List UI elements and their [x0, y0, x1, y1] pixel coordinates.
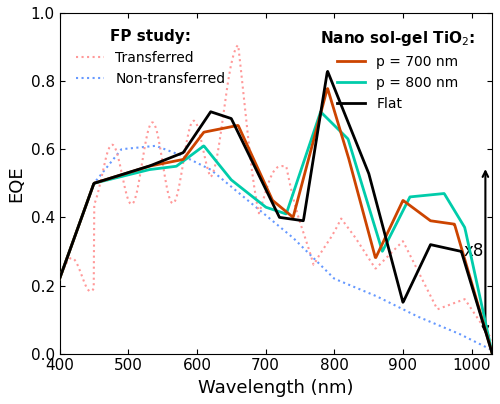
Y-axis label: EQE: EQE [7, 165, 25, 202]
Legend: p = 700 nm, p = 800 nm, Flat: p = 700 nm, p = 800 nm, Flat [315, 23, 481, 116]
X-axis label: Wavelength (nm): Wavelength (nm) [198, 379, 354, 397]
Text: x8: x8 [464, 242, 484, 261]
